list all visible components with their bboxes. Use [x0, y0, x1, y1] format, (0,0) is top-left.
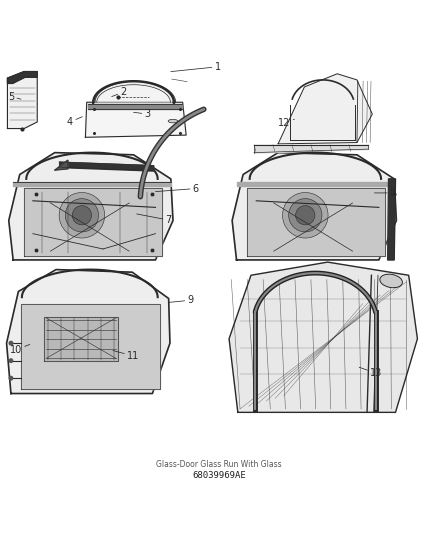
Circle shape	[289, 199, 322, 232]
Circle shape	[296, 206, 315, 225]
Circle shape	[9, 376, 13, 380]
Polygon shape	[278, 74, 372, 144]
Text: 7: 7	[137, 214, 172, 225]
Polygon shape	[229, 262, 417, 413]
Polygon shape	[95, 84, 172, 105]
Circle shape	[72, 206, 92, 225]
Polygon shape	[9, 152, 173, 260]
Text: 8: 8	[374, 188, 396, 198]
Text: 10: 10	[10, 344, 30, 355]
Ellipse shape	[168, 119, 178, 123]
Polygon shape	[388, 179, 396, 260]
Polygon shape	[7, 71, 37, 84]
Circle shape	[9, 359, 13, 362]
Text: 12: 12	[278, 118, 294, 128]
Text: 13: 13	[359, 367, 382, 378]
Text: 1: 1	[171, 62, 221, 72]
Polygon shape	[7, 270, 170, 393]
Polygon shape	[24, 188, 162, 255]
Text: 11: 11	[113, 351, 139, 361]
Text: 6: 6	[155, 183, 199, 193]
Circle shape	[65, 199, 99, 232]
Polygon shape	[247, 188, 385, 255]
Polygon shape	[55, 160, 68, 170]
Polygon shape	[232, 152, 396, 260]
Text: 4: 4	[67, 117, 82, 127]
Text: 9: 9	[169, 295, 194, 305]
Text: Glass-Door Glass Run With Glass: Glass-Door Glass Run With Glass	[156, 460, 282, 469]
Polygon shape	[85, 102, 186, 138]
Text: 5: 5	[8, 92, 21, 102]
Polygon shape	[7, 71, 37, 128]
Text: 2: 2	[112, 87, 127, 97]
Circle shape	[59, 192, 105, 238]
Circle shape	[283, 192, 328, 238]
Text: 68039969AE: 68039969AE	[192, 471, 246, 480]
Polygon shape	[21, 304, 160, 389]
Ellipse shape	[380, 274, 403, 288]
Polygon shape	[44, 317, 118, 361]
Circle shape	[9, 342, 13, 345]
Text: 3: 3	[134, 109, 151, 119]
